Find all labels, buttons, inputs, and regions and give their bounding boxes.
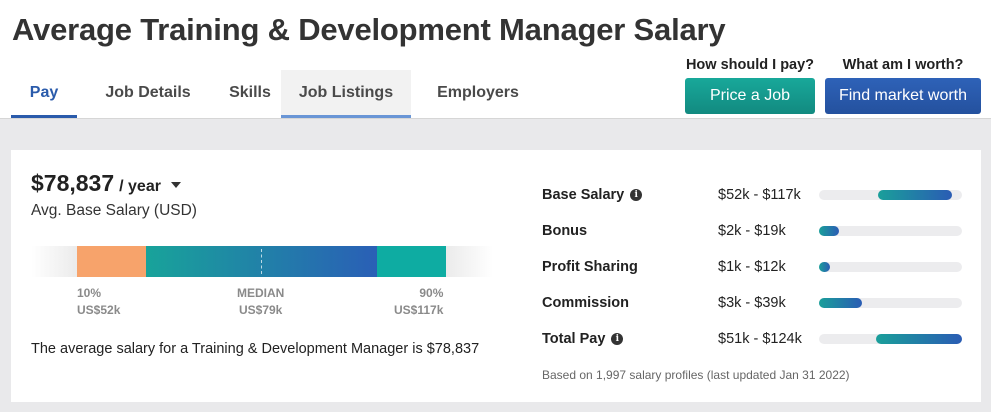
distribution-low-segment: [77, 246, 146, 277]
comp-range: $3k - $39k: [718, 295, 786, 311]
percentile-10: 10% US$52k: [77, 285, 120, 319]
comp-range: $52k - $117k: [718, 187, 801, 203]
comp-range-track: [819, 190, 962, 200]
comp-range: $51k - $124k: [718, 331, 802, 347]
comp-range: $1k - $12k: [718, 259, 786, 275]
salary-distribution-bar: [31, 246, 493, 277]
comp-range-fill: [819, 226, 840, 236]
comp-row-base-salary: Base Salary i $52k - $117k: [542, 185, 962, 205]
tab-pay[interactable]: Pay: [11, 70, 77, 118]
percentile-10-label: 10%: [77, 286, 102, 300]
salary-card: $78,837 / year Avg. Base Salary (USD) 10…: [11, 150, 981, 402]
salary-subtitle: Avg. Base Salary (USD): [31, 202, 197, 219]
distribution-high-segment: [377, 246, 446, 277]
comp-range-fill: [877, 190, 952, 200]
tab-job-listings[interactable]: Job Listings: [281, 70, 411, 118]
median-label: MEDIAN: [237, 286, 285, 300]
price-question: How should I pay?: [685, 57, 815, 73]
comp-row-profit-sharing: Profit Sharing $1k - $12k: [542, 257, 962, 277]
info-icon[interactable]: i: [611, 333, 624, 345]
comp-range-fill: [876, 334, 962, 344]
price-a-job-cta: How should I pay? Price a Job: [684, 55, 816, 114]
comp-row-bonus: Bonus $2k - $19k: [542, 221, 962, 241]
comp-label-text: Profit Sharing: [542, 259, 638, 275]
comp-range: $2k - $19k: [718, 223, 786, 239]
market-question: What am I worth?: [842, 57, 964, 73]
comp-label: Profit Sharing: [542, 257, 638, 277]
median-value: US$79k: [238, 303, 283, 317]
percentile-90-value: US$117k: [394, 303, 444, 317]
percentile-90: 90% US$117k: [394, 285, 443, 319]
page-title: Average Training & Development Manager S…: [12, 12, 726, 47]
salary-period: / year: [119, 178, 161, 195]
comp-label-text: Total Pay: [542, 331, 606, 347]
comp-label-text: Base Salary: [542, 187, 625, 203]
tab-job-details[interactable]: Job Details: [105, 83, 191, 101]
percentile-median: MEDIAN US$79k: [237, 285, 284, 319]
comp-label: Total Pay i: [542, 329, 624, 349]
comp-label: Base Salary i: [542, 185, 643, 205]
comp-range-fill: [819, 298, 862, 308]
tab-bar: Pay Job Details Skills Job Listings Empl…: [11, 70, 545, 118]
data-source-footnote: Based on 1,997 salary profiles (last upd…: [542, 368, 850, 382]
percentile-10-value: US$52k: [77, 303, 121, 317]
info-icon[interactable]: i: [630, 189, 643, 201]
percentile-90-label: 90%: [419, 286, 444, 300]
market-worth-cta: What am I worth? Find market worth: [824, 55, 982, 114]
comp-range-track: [819, 334, 962, 344]
comp-range-fill: [819, 262, 831, 272]
median-marker: [261, 249, 262, 274]
comp-label-text: Bonus: [542, 223, 588, 239]
comp-range-track: [819, 262, 962, 272]
salary-amount: $78,837: [31, 170, 115, 196]
comp-range-track: [819, 298, 962, 308]
salary-summary: The average salary for a Training & Deve…: [31, 341, 480, 357]
comp-label: Commission: [542, 293, 629, 313]
comp-range-track: [819, 226, 962, 236]
average-salary: $78,837 / year: [31, 170, 181, 197]
period-dropdown-icon[interactable]: [170, 182, 181, 188]
tab-skills[interactable]: Skills: [229, 83, 271, 101]
comp-row-total-pay: Total Pay i $51k - $124k: [542, 329, 962, 349]
comp-label: Bonus: [542, 221, 587, 241]
comp-row-commission: Commission $3k - $39k: [542, 293, 962, 313]
find-market-worth-button[interactable]: Find market worth: [825, 78, 981, 114]
price-a-job-button[interactable]: Price a Job: [685, 78, 815, 114]
comp-label-text: Commission: [542, 295, 630, 311]
tab-employers[interactable]: Employers: [437, 83, 519, 101]
